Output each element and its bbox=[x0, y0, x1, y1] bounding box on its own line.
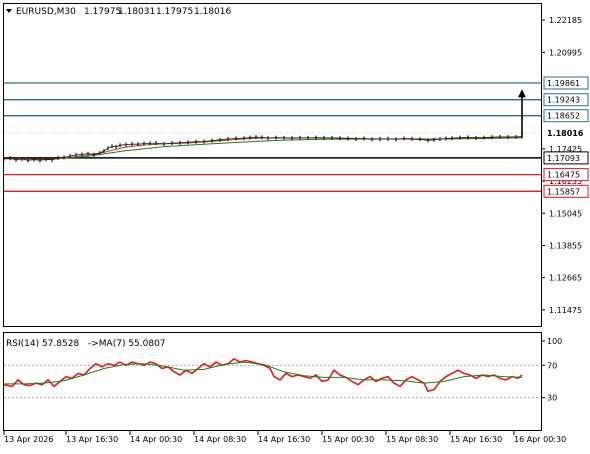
price-y-tick-label: 1.11475 bbox=[549, 306, 582, 315]
current-price-label: 1.18016 bbox=[547, 129, 584, 138]
rsi-layer bbox=[3, 357, 541, 399]
price-y-tick-label: 1.16235 bbox=[549, 177, 582, 186]
level-label-box bbox=[543, 151, 589, 165]
level-label-box bbox=[543, 93, 589, 107]
arrow-head-icon bbox=[518, 89, 526, 98]
rsi-y-tick-label: 100 bbox=[547, 337, 562, 346]
symbol-label: EURUSD,M30 bbox=[16, 7, 76, 17]
x-tick-label: 15 Apr 08:30 bbox=[386, 435, 438, 444]
price-layer bbox=[3, 82, 541, 192]
level-label: 1.16475 bbox=[547, 171, 580, 180]
level-label: 1.15857 bbox=[547, 187, 580, 196]
level-label: 1.18652 bbox=[547, 112, 580, 121]
x-tick-label: 16 Apr 00:30 bbox=[514, 435, 566, 444]
level-label-box bbox=[543, 168, 589, 182]
price-line bbox=[3, 136, 523, 161]
price-y-tick-label: 1.12665 bbox=[549, 274, 582, 283]
price-y-tick-label: 1.22185 bbox=[549, 16, 582, 25]
x-tick-label: 15 Apr 00:30 bbox=[322, 435, 374, 444]
x-tick-label: 15 Apr 16:30 bbox=[450, 435, 502, 444]
current-price-box bbox=[544, 126, 588, 139]
x-tick-label: 14 Apr 16:30 bbox=[258, 435, 310, 444]
rsi-y-tick-label: 30 bbox=[547, 394, 557, 403]
level-label: 1.19861 bbox=[547, 79, 580, 88]
level-label: 1.19243 bbox=[547, 96, 580, 105]
rsi-ma-label: ->MA(7) 55.0807 bbox=[88, 339, 166, 349]
rsi-label: RSI(14) 57.8528 bbox=[6, 339, 79, 349]
chevron-down-icon[interactable] bbox=[6, 9, 12, 13]
x-tick-label: 13 Apr 16:30 bbox=[66, 435, 118, 444]
level-label-box bbox=[543, 76, 589, 90]
price-y-tick-label: 1.20995 bbox=[549, 48, 582, 57]
low-value: 1.17975 bbox=[156, 7, 193, 17]
price-y-tick-label: 1.13855 bbox=[549, 242, 582, 251]
price-panel bbox=[3, 3, 542, 327]
level-label-box bbox=[543, 184, 589, 198]
rsi-y-tick-label: 70 bbox=[547, 361, 557, 370]
x-tick-label: 13 Apr 2026 bbox=[4, 435, 53, 444]
open-value: 1.17975 bbox=[84, 7, 121, 17]
x-tick-label: 14 Apr 00:30 bbox=[130, 435, 182, 444]
rsi-panel bbox=[3, 332, 542, 431]
rsi-ma-line bbox=[4, 361, 523, 385]
price-y-tick-label: 1.17425 bbox=[549, 145, 582, 154]
price-y-tick-label: 1.15045 bbox=[549, 209, 582, 218]
high-value: 1.18031 bbox=[118, 7, 155, 17]
level-label-box bbox=[543, 109, 589, 123]
axis-layer: 1.22185 1.20995 1.17425 1.16235 1.15045 1.138… bbox=[3, 16, 589, 444]
level-label: 1.17093 bbox=[547, 154, 580, 163]
x-tick-label: 14 Apr 08:30 bbox=[194, 435, 246, 444]
rsi-line bbox=[3, 357, 523, 393]
close-value: 1.18016 bbox=[194, 7, 231, 17]
